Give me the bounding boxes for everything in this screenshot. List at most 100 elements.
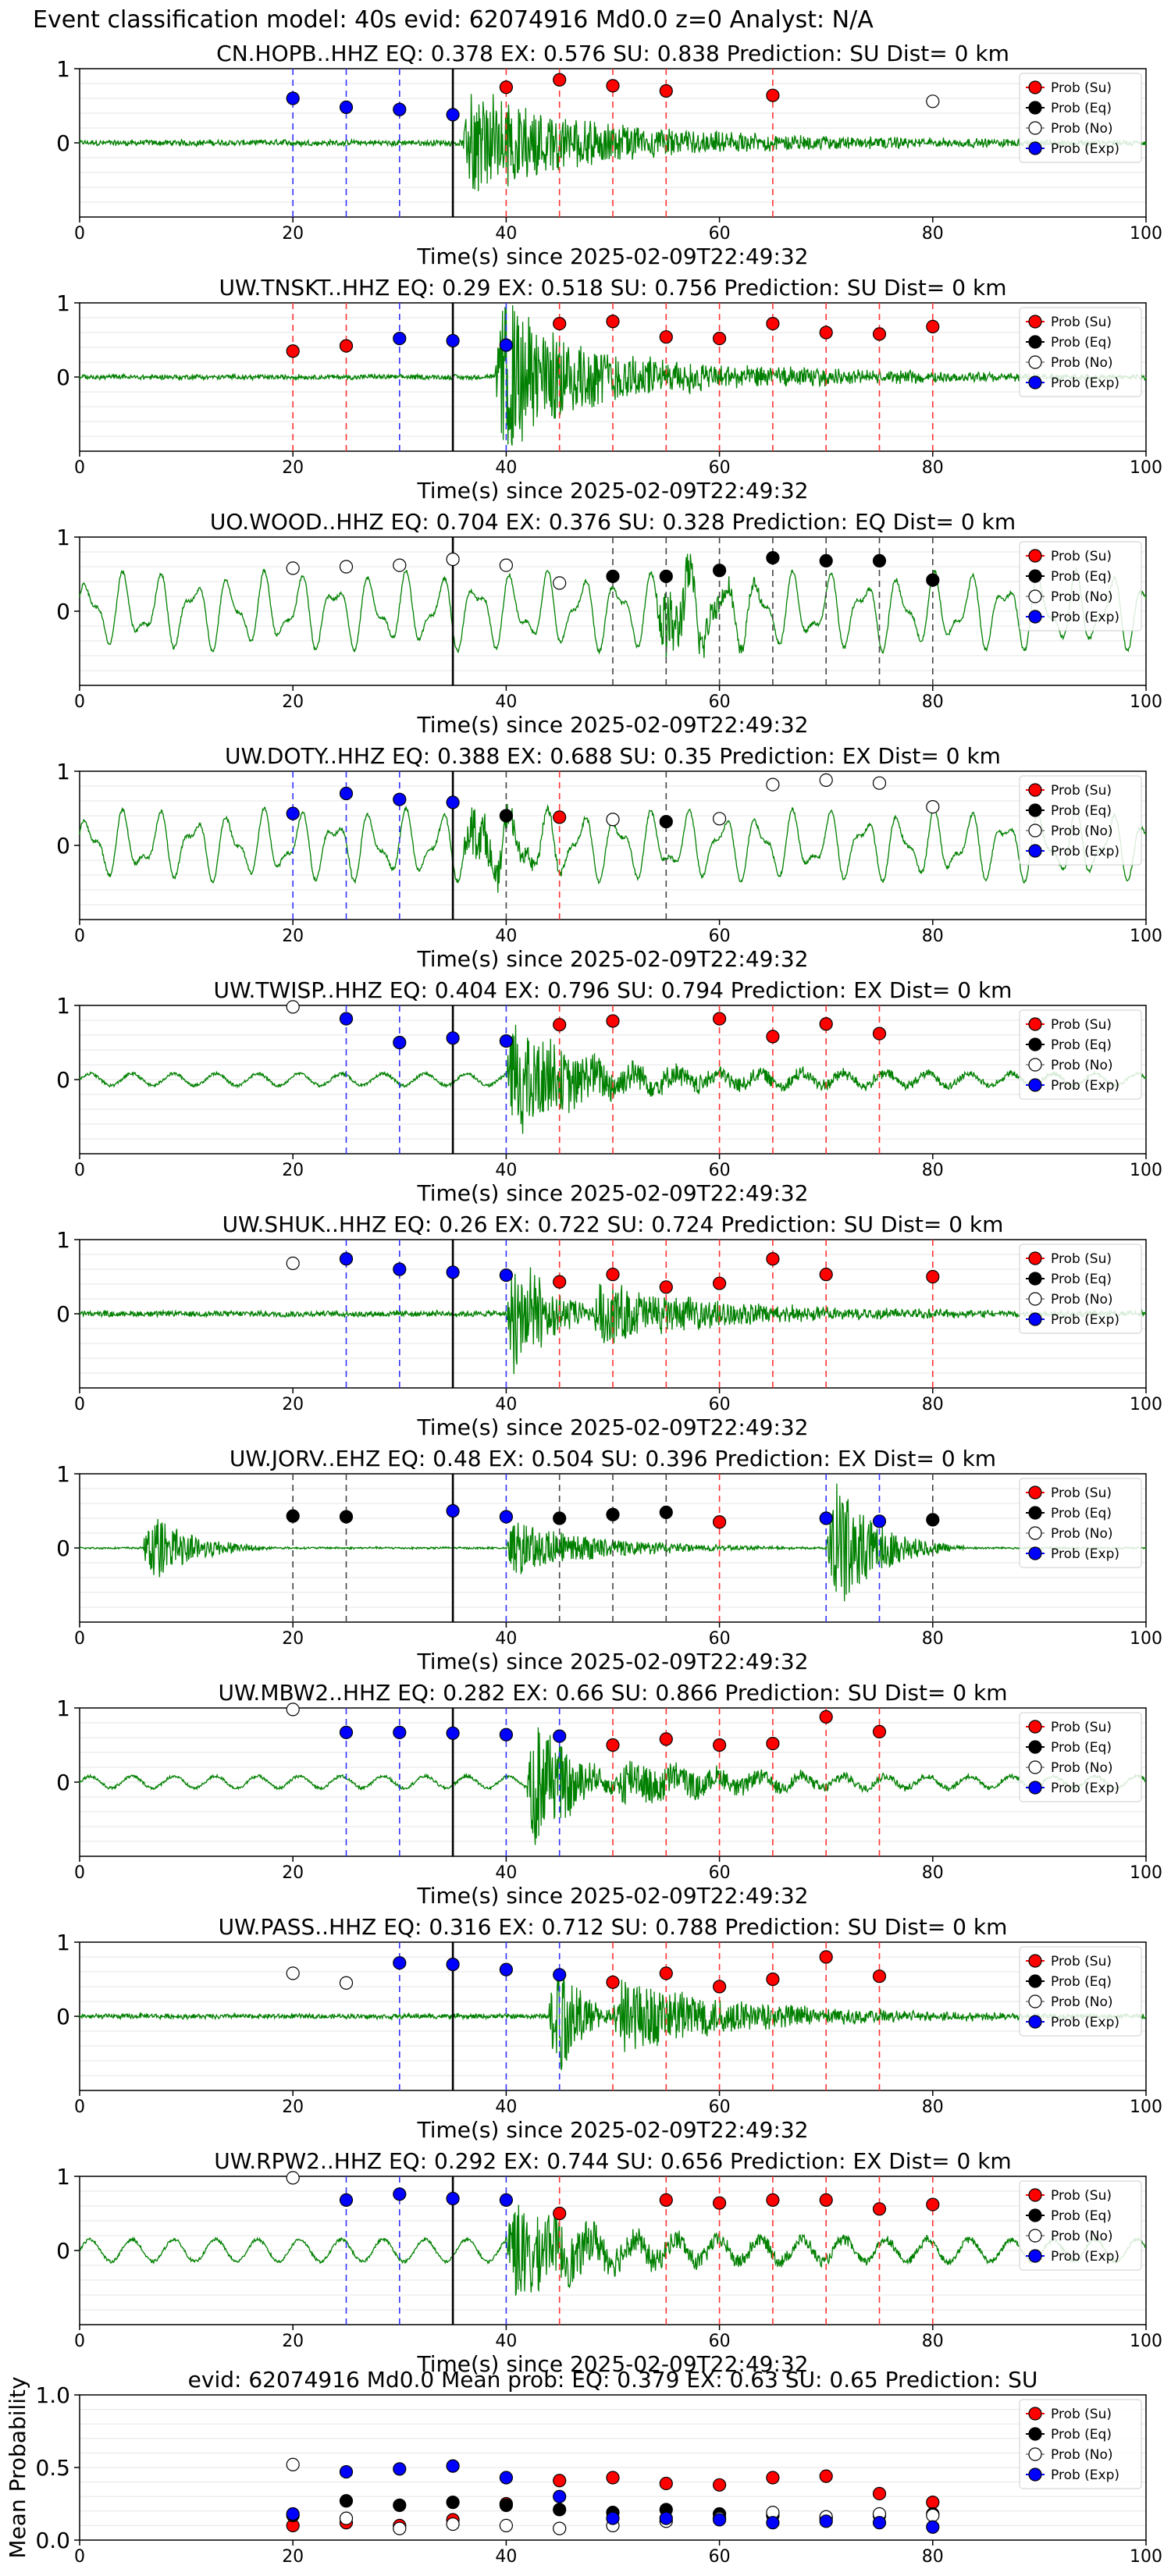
prob-point-exp (446, 2191, 460, 2206)
legend-label-exp: Prob (Exp) (1051, 844, 1119, 859)
x-axis-label: Time(s) since 2025-02-09T22:49:32 (416, 1883, 808, 1909)
legend-marker-exp (1028, 375, 1042, 390)
panel-title: UW.RPW2..HHZ EQ: 0.292 EX: 0.744 SU: 0.6… (214, 2148, 1011, 2174)
x-tick-label: 80 (922, 1161, 944, 1180)
prob-point-eq (339, 1510, 354, 1524)
mean-point-no (926, 2508, 940, 2522)
x-axis-label: Time(s) since 2025-02-09T22:49:32 (416, 244, 808, 269)
legend-label-exp: Prob (Exp) (1051, 2467, 1119, 2483)
x-tick-label: 80 (922, 224, 944, 244)
prob-point-exp (819, 1511, 833, 1525)
legend-marker-eq (1028, 569, 1042, 583)
prob-point-exp (446, 333, 460, 348)
legend-marker-exp (1028, 1781, 1042, 1795)
legend-box (1019, 1009, 1142, 1100)
panel-title: UW.MBW2..HHZ EQ: 0.282 EX: 0.66 SU: 0.86… (218, 1680, 1007, 1706)
x-tick-label: 100 (1130, 927, 1162, 946)
legend-label-eq: Prob (Eq) (1051, 2427, 1112, 2443)
legend-label-exp: Prob (Exp) (1051, 610, 1119, 625)
x-tick-label: 40 (495, 927, 517, 946)
panel-title: UO.WOOD..HHZ EQ: 0.704 EX: 0.376 SU: 0.3… (210, 509, 1016, 535)
x-tick-label: 100 (1130, 224, 1162, 244)
prob-point-exp (553, 1968, 567, 1982)
prob-point-exp (393, 102, 407, 116)
mean-point-exp (286, 2507, 300, 2521)
x-tick-label: 60 (709, 2097, 731, 2117)
x-tick-label: 100 (1130, 2332, 1162, 2351)
prob-point-su (659, 1966, 673, 1980)
legend-label-exp: Prob (Exp) (1051, 1781, 1119, 1796)
prob-point-su (819, 326, 833, 340)
prob-point-no (606, 813, 620, 827)
x-tick-label: 0 (74, 224, 85, 244)
prob-point-su (659, 1732, 673, 1746)
mean-point-su (926, 2496, 940, 2510)
legend-label-eq: Prob (Eq) (1051, 1037, 1112, 1053)
panel-title: UW.SHUK..HHZ EQ: 0.26 EX: 0.722 SU: 0.72… (222, 1212, 1004, 1237)
x-tick-label: 40 (495, 2547, 517, 2567)
panel-2: UW.TNSKT..HHZ EQ: 0.29 EX: 0.518 SU: 0.7… (56, 275, 1162, 503)
prob-point-exp (446, 1503, 460, 1518)
prob-point-su (659, 330, 673, 344)
x-tick-label: 20 (282, 224, 304, 244)
legend-box (1019, 73, 1142, 163)
legend-marker-su (1028, 2407, 1042, 2421)
prob-point-su (499, 80, 514, 94)
prob-point-exp (446, 1726, 460, 1740)
waveform-trace (79, 1024, 1147, 1134)
prob-point-su (553, 317, 567, 331)
panel-6: UW.SHUK..HHZ EQ: 0.26 EX: 0.722 SU: 0.72… (56, 1212, 1162, 1440)
mean-point-no (499, 2518, 514, 2532)
legend-label-exp: Prob (Exp) (1051, 1078, 1119, 1094)
prob-point-eq (926, 573, 940, 587)
prob-point-exp (499, 1034, 514, 1048)
mean-point-no (286, 2457, 300, 2471)
legend-label-no: Prob (No) (1051, 355, 1113, 371)
prob-point-su (606, 79, 620, 93)
y-tick-label: 0 (56, 1535, 70, 1561)
y-tick-label: 1 (56, 759, 70, 785)
legend-marker-exp (1028, 2015, 1042, 2029)
x-tick-label: 80 (922, 2332, 944, 2351)
y-tick-label: 0 (56, 1067, 70, 1093)
mean-point-su (819, 2469, 833, 2483)
prob-point-su (606, 1268, 620, 1282)
prob-point-su (712, 1276, 727, 1290)
legend-box (1019, 541, 1142, 632)
legend-label-su: Prob (Su) (1051, 315, 1112, 330)
panel-title: UW.DOTY..HHZ EQ: 0.388 EX: 0.688 SU: 0.3… (225, 743, 1001, 769)
mean-point-no (339, 2511, 354, 2525)
x-tick-label: 60 (709, 2547, 731, 2567)
x-axis-label: Time(s) since 2025-02-09T22:49:32 (416, 2351, 808, 2377)
prob-point-su (766, 1972, 780, 1987)
prob-point-su (872, 1724, 887, 1738)
waveform-trace (79, 553, 1147, 658)
x-tick-label: 40 (495, 1395, 517, 1414)
x-axis-label: Time(s) since 2025-02-09T22:49:32 (416, 1649, 808, 1674)
prob-point-su (766, 1030, 780, 1044)
legend-marker-eq (1028, 2427, 1042, 2441)
panel-title: UW.PASS..HHZ EQ: 0.316 EX: 0.712 SU: 0.7… (219, 1914, 1008, 1940)
y-tick-label: 1 (56, 525, 70, 550)
legend-marker-exp (1028, 2249, 1042, 2263)
prob-point-no (499, 558, 514, 572)
y-tick-label: 1 (56, 1227, 70, 1253)
legend-label-no: Prob (No) (1051, 824, 1113, 839)
prob-point-su (766, 88, 780, 102)
prob-point-su (926, 1269, 940, 1284)
prob-point-exp (339, 2193, 354, 2207)
prob-point-exp (499, 338, 514, 352)
x-tick-label: 20 (282, 927, 304, 946)
panel-9: UW.PASS..HHZ EQ: 0.316 EX: 0.712 SU: 0.7… (56, 1914, 1162, 2143)
mean-point-exp (446, 2459, 460, 2473)
legend-label-su: Prob (Su) (1051, 783, 1112, 799)
x-tick-label: 40 (495, 1863, 517, 1883)
mean-point-exp (872, 2516, 887, 2530)
legend-marker-su (1028, 549, 1042, 563)
legend-label-su: Prob (Su) (1051, 80, 1112, 96)
x-tick-label: 0 (74, 2332, 85, 2351)
mean-point-exp (553, 2489, 567, 2503)
legend-label-no: Prob (No) (1051, 2229, 1113, 2244)
prob-point-exp (393, 1725, 407, 1739)
prob-point-no (553, 576, 567, 590)
